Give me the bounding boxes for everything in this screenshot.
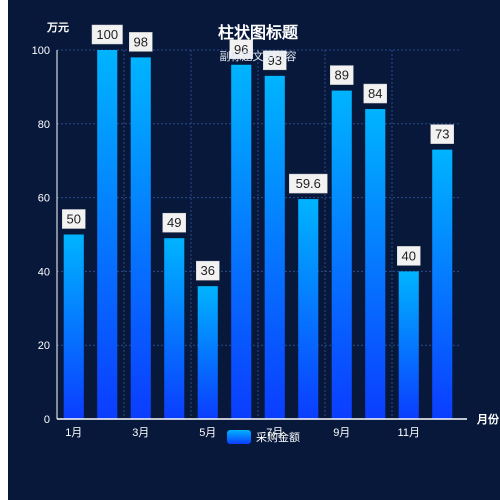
value-label-text: 40 — [402, 248, 416, 263]
value-label-box — [229, 39, 253, 60]
value-label-box — [363, 83, 387, 104]
x-tick-label: 3月 — [132, 427, 149, 439]
value-label-box — [129, 32, 153, 52]
value-label-text: 36 — [201, 263, 215, 278]
bar-3月[interactable] — [130, 57, 151, 419]
value-label-1月: 50 — [62, 209, 86, 229]
value-label-10月: 84 — [363, 83, 387, 104]
value-label-text: 89 — [335, 68, 349, 83]
bar-4月[interactable] — [164, 238, 185, 419]
value-label-box — [196, 260, 220, 281]
bar-9月[interactable] — [331, 90, 352, 419]
y-tick-label: 20 — [38, 340, 50, 352]
value-label-box — [62, 209, 86, 229]
bar-10月[interactable] — [365, 109, 386, 419]
bar-11月[interactable] — [398, 271, 419, 419]
value-label-box — [162, 212, 186, 233]
bar-chart: 0 20 40 60 80 100 1月 3月 5月 7月 9月 11月 50 100 98 49 36 96 9… — [32, 21, 500, 444]
value-label-3月: 98 — [129, 32, 153, 52]
value-label-5月: 36 — [196, 260, 220, 281]
value-label-box — [330, 65, 354, 85]
value-label-box — [430, 124, 454, 144]
value-label-text: 93 — [268, 53, 282, 68]
grid-lines — [57, 49, 459, 419]
value-label-4月: 49 — [162, 212, 186, 233]
bar-8月[interactable] — [298, 199, 319, 419]
chart-title: 柱状图标题 — [218, 23, 299, 42]
y-tick-label: 100 — [32, 45, 50, 57]
x-tick-label: 5月 — [199, 427, 216, 439]
bar-1月[interactable] — [63, 234, 84, 420]
bar-5月[interactable] — [197, 286, 218, 419]
value-label-text: 49 — [167, 215, 181, 230]
value-label-box — [397, 246, 421, 266]
y-tick-label: 60 — [38, 193, 50, 205]
value-label-8月: 59.6 — [289, 173, 328, 194]
x-tick-label: 1月 — [65, 427, 82, 439]
value-label-box — [263, 50, 287, 71]
chart-subtitle: 副标题文字内容 — [220, 49, 297, 63]
axes: 0 20 40 60 80 100 1月 3月 5月 7月 9月 11月 — [32, 45, 467, 439]
bar-12月[interactable] — [432, 149, 453, 419]
value-label-text: 100 — [96, 27, 118, 42]
x-tick-label: 9月 — [333, 427, 350, 439]
value-label-9月: 89 — [330, 65, 354, 85]
value-label-text: 50 — [67, 212, 81, 227]
y-axis-name: 万元 — [46, 21, 69, 34]
value-label-2月: 100 — [91, 24, 123, 45]
y-tick-label: 0 — [44, 414, 50, 426]
chart-panel: 0 20 40 60 80 100 1月 3月 5月 7月 9月 11月 50 100 98 49 36 96 9… — [8, 0, 500, 500]
value-label-text: 59.6 — [296, 176, 321, 191]
value-label-box — [289, 173, 328, 194]
value-label-11月: 40 — [397, 246, 421, 266]
value-labels: 50 100 98 49 36 96 93 59.6 89 84 40 73 — [62, 24, 454, 281]
legend-swatch — [227, 430, 251, 444]
value-label-12月: 73 — [430, 124, 454, 144]
value-label-text: 98 — [134, 34, 148, 49]
bars — [63, 50, 453, 420]
bar-7月[interactable] — [264, 75, 285, 419]
x-tick-label: 7月 — [266, 427, 283, 439]
x-axis-name: 月份 — [476, 412, 500, 426]
value-label-text: 73 — [435, 127, 449, 142]
bar-2月[interactable] — [97, 50, 118, 419]
value-label-text: 84 — [368, 86, 382, 101]
x-tick-label: 11月 — [398, 427, 420, 439]
value-label-text: 96 — [234, 42, 248, 57]
y-tick-label: 40 — [38, 266, 50, 278]
legend-label: 采购金额 — [256, 430, 300, 444]
value-label-box — [91, 24, 123, 45]
bar-6月[interactable] — [231, 64, 252, 419]
legend[interactable]: 采购金额 — [227, 430, 300, 444]
value-label-7月: 93 — [263, 50, 287, 71]
y-tick-label: 80 — [38, 119, 50, 131]
value-label-6月: 96 — [229, 39, 253, 60]
